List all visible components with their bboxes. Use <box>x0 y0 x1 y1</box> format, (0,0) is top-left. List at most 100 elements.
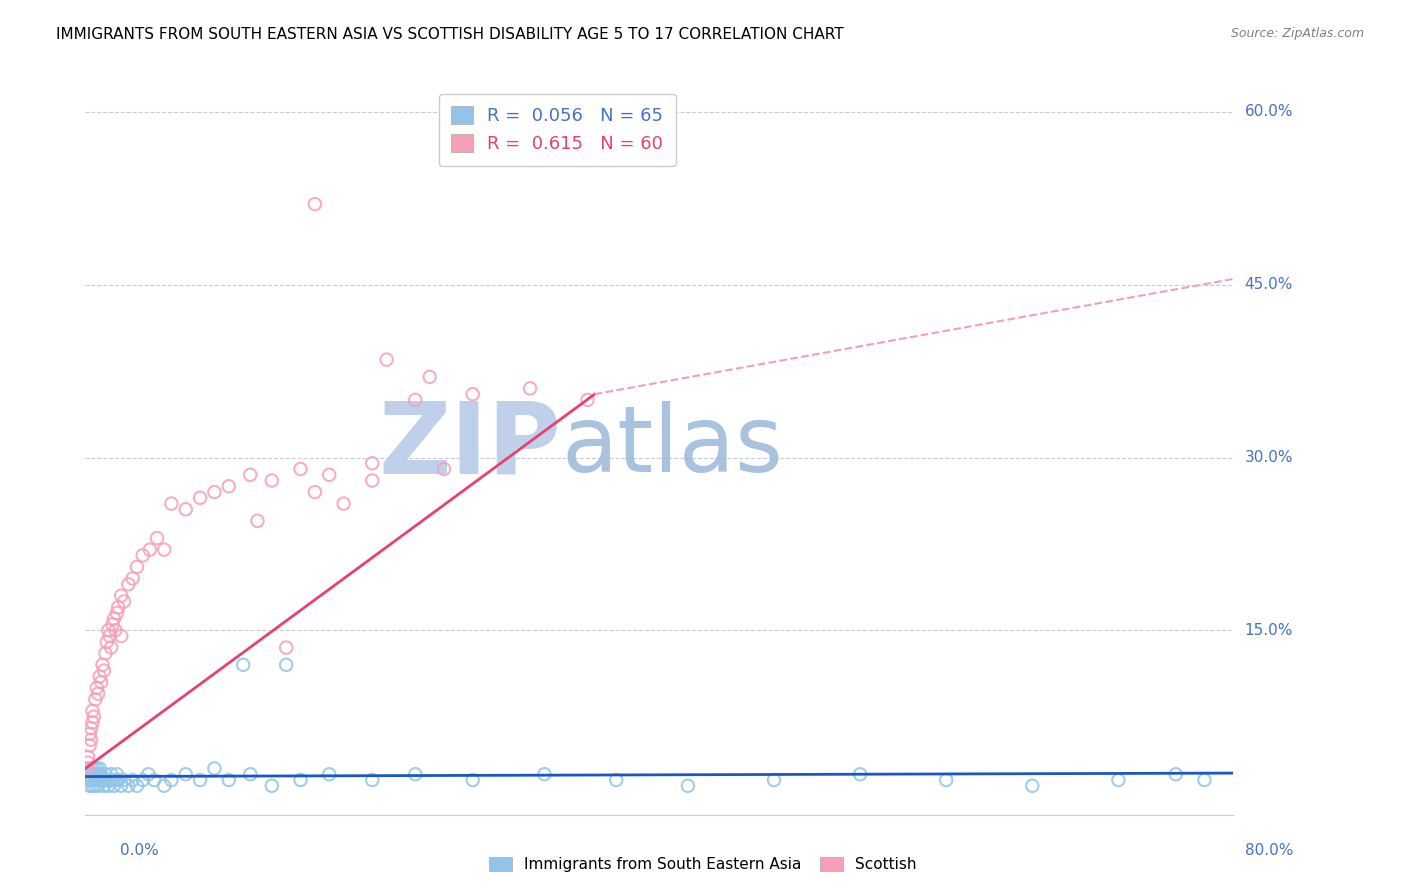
Text: 60.0%: 60.0% <box>1244 104 1294 120</box>
Point <box>676 779 699 793</box>
Point <box>100 767 122 781</box>
Text: 45.0%: 45.0% <box>1244 277 1294 293</box>
Point <box>153 779 176 793</box>
Point <box>79 767 101 781</box>
Text: IMMIGRANTS FROM SOUTH EASTERN ASIA VS SCOTTISH DISABILITY AGE 5 TO 17 CORRELATIO: IMMIGRANTS FROM SOUTH EASTERN ASIA VS SC… <box>56 27 844 42</box>
Point <box>153 542 176 557</box>
Point <box>110 779 132 793</box>
Point <box>97 624 120 638</box>
Point <box>98 772 121 787</box>
Legend: R =  0.056   N = 65, R =  0.615   N = 60: R = 0.056 N = 65, R = 0.615 N = 60 <box>439 94 676 166</box>
Point <box>404 392 426 407</box>
Point <box>204 762 226 776</box>
Point <box>131 549 153 563</box>
Point <box>76 767 98 781</box>
Point <box>80 772 103 787</box>
Point <box>94 767 117 781</box>
Point <box>1021 779 1043 793</box>
Point <box>86 772 108 787</box>
Point <box>82 704 104 718</box>
Point <box>533 767 555 781</box>
Point <box>89 669 111 683</box>
Point <box>80 762 103 776</box>
Point <box>80 732 103 747</box>
Point <box>83 762 105 776</box>
Point <box>576 392 599 407</box>
Point <box>117 779 139 793</box>
Point <box>83 772 105 787</box>
Point <box>96 772 118 787</box>
Point <box>89 772 111 787</box>
Point <box>361 456 384 470</box>
Point <box>188 772 211 787</box>
Point <box>239 767 262 781</box>
Point <box>131 772 153 787</box>
Point <box>318 467 340 482</box>
Point <box>105 606 128 620</box>
Text: 15.0%: 15.0% <box>1244 623 1294 638</box>
Point <box>90 767 112 781</box>
Point <box>160 772 183 787</box>
Point <box>125 560 148 574</box>
Point <box>86 681 108 695</box>
Point <box>461 772 484 787</box>
Point <box>84 692 107 706</box>
Point <box>139 542 162 557</box>
Point <box>91 657 114 672</box>
Point <box>404 767 426 781</box>
Point <box>461 387 484 401</box>
Point <box>1164 767 1187 781</box>
Point <box>79 779 101 793</box>
Text: Source: ZipAtlas.com: Source: ZipAtlas.com <box>1230 27 1364 40</box>
Point <box>260 474 283 488</box>
Point <box>79 727 101 741</box>
Point <box>218 479 240 493</box>
Point <box>101 617 124 632</box>
Point <box>361 772 384 787</box>
Point <box>93 779 115 793</box>
Point <box>103 612 125 626</box>
Point <box>87 687 110 701</box>
Point <box>174 767 197 781</box>
Point <box>104 772 127 787</box>
Point <box>121 772 143 787</box>
Point <box>174 502 197 516</box>
Point <box>86 762 108 776</box>
Point <box>94 646 117 660</box>
Point <box>89 762 111 776</box>
Point <box>935 772 957 787</box>
Point <box>93 664 115 678</box>
Point <box>82 767 104 781</box>
Point <box>318 767 340 781</box>
Point <box>77 772 100 787</box>
Point <box>304 197 326 211</box>
Point <box>100 640 122 655</box>
Point <box>239 467 262 482</box>
Point <box>84 767 107 781</box>
Point <box>82 779 104 793</box>
Point <box>1107 772 1129 787</box>
Point <box>91 772 114 787</box>
Point <box>112 772 135 787</box>
Point <box>218 772 240 787</box>
Point <box>290 462 312 476</box>
Point <box>849 767 872 781</box>
Point <box>763 772 786 787</box>
Point <box>97 779 120 793</box>
Text: 0.0%: 0.0% <box>120 843 159 858</box>
Point <box>188 491 211 505</box>
Text: ZIP: ZIP <box>378 398 561 494</box>
Point <box>232 657 254 672</box>
Point <box>96 635 118 649</box>
Point <box>276 640 298 655</box>
Point <box>83 709 105 723</box>
Point <box>110 629 132 643</box>
Point <box>76 762 98 776</box>
Point <box>519 381 541 395</box>
Point <box>98 629 121 643</box>
Point <box>160 497 183 511</box>
Text: atlas: atlas <box>561 401 783 491</box>
Point <box>276 657 298 672</box>
Point <box>375 352 398 367</box>
Point <box>138 767 160 781</box>
